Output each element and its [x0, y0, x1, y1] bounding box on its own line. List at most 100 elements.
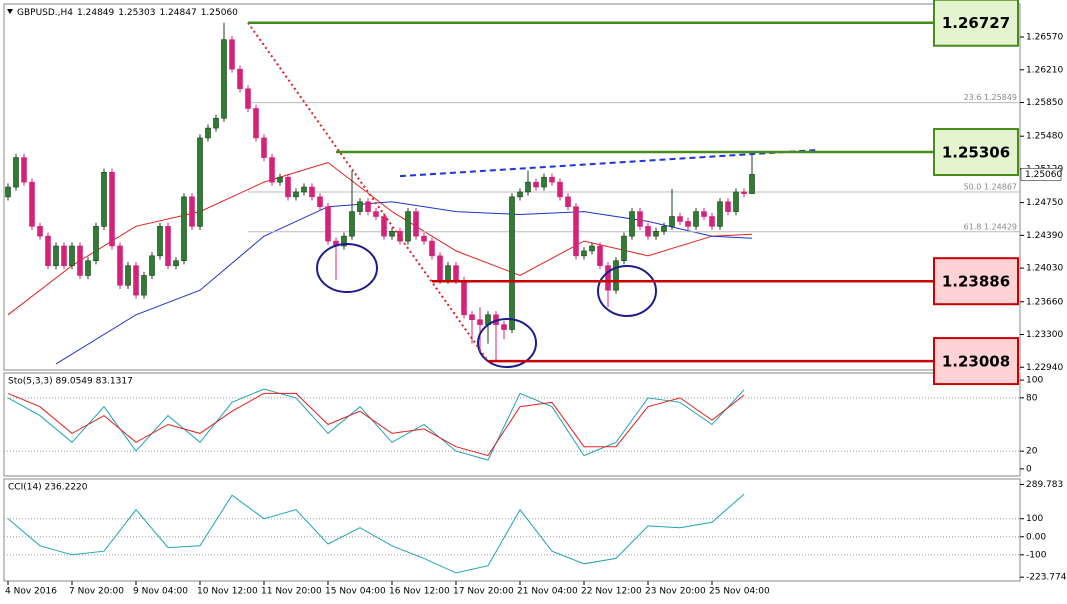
candle-body	[21, 157, 27, 183]
y-tick-label: 1.24030	[1026, 264, 1063, 274]
candle-body	[525, 181, 531, 193]
candle-body	[45, 235, 51, 266]
circle	[597, 265, 657, 317]
circle	[477, 318, 537, 368]
candle-body	[293, 191, 299, 198]
symbol: GBPUSD.,H4	[17, 8, 73, 18]
x-tick-label: 9 Nov 04:00	[133, 587, 188, 597]
candle-body	[221, 39, 227, 119]
trendline	[247, 22, 489, 362]
cci-panel	[3, 478, 1021, 582]
candle-body	[477, 319, 483, 325]
candle-body	[309, 186, 315, 198]
candle-body	[421, 235, 427, 242]
stoch-title: Sto(5,3,3) 89.0549 83.1317	[8, 377, 133, 387]
candle-body	[629, 211, 635, 237]
candle-body	[181, 196, 187, 262]
candle-body	[533, 181, 539, 188]
candle-body	[693, 211, 699, 227]
level-label: 1.23886	[942, 273, 1010, 291]
x-tick-label: 16 Nov 12:00	[389, 587, 450, 597]
candle-body	[653, 230, 659, 237]
candle-body	[557, 181, 563, 198]
candle-body	[429, 240, 435, 257]
level-box-bg	[933, 337, 1019, 386]
candle-body	[677, 216, 683, 222]
y-tick-label: 1.26210	[1026, 65, 1063, 75]
cci-title: CCI(14) 236.2220	[8, 483, 88, 493]
candle-body	[541, 176, 547, 188]
candle-body	[565, 196, 571, 207]
candle-body	[109, 172, 115, 247]
y-tick-label: 289.783	[1026, 480, 1063, 490]
x-tick-label: 17 Nov 20:00	[453, 587, 514, 597]
candle-body	[621, 235, 627, 262]
candle-body	[373, 211, 379, 217]
low: 1.24847	[159, 8, 196, 18]
fib-label: 23.6 1.25849	[964, 93, 1017, 102]
candle-body	[213, 117, 219, 129]
candle-body	[237, 68, 243, 90]
candle-body	[413, 211, 419, 237]
candle-body	[245, 88, 251, 109]
candle-body	[581, 250, 587, 257]
candle-body	[229, 39, 235, 70]
y-tick-label: 20	[1026, 447, 1038, 457]
y-tick-label: 1.24390	[1026, 231, 1063, 241]
candle-body	[349, 211, 355, 237]
x-tick-label: 21 Nov 04:00	[517, 587, 578, 597]
candle-body	[125, 265, 131, 286]
candle-body	[29, 181, 35, 227]
x-tick-label: 10 Nov 12:00	[197, 587, 258, 597]
circle	[316, 243, 378, 293]
y-tick-label: 1.25850	[1026, 98, 1063, 108]
candle-body	[101, 172, 107, 227]
y-tick-label: 1.25480	[1026, 132, 1063, 142]
candle-body	[285, 176, 291, 198]
candle-body	[725, 201, 731, 212]
candle-body	[597, 245, 603, 266]
stoch-panel	[3, 372, 1021, 477]
candle-body	[133, 265, 139, 296]
level-box-bg	[933, 128, 1019, 177]
fib-label: 50.0 1.24867	[964, 182, 1017, 191]
level-box: 1.26727	[933, 0, 1019, 47]
x-tick-label: 7 Nov 20:00	[69, 587, 124, 597]
candle-body	[405, 211, 411, 242]
plot-area: 23.6 1.25849 50.0 1.24867 61.8 1.24429	[4, 22, 1020, 574]
candle-body	[741, 191, 747, 194]
line	[7, 388, 745, 461]
line	[7, 493, 745, 574]
y-tick-label: 0.00	[1026, 532, 1046, 542]
candle-body	[189, 196, 195, 227]
level-label: 1.26727	[942, 14, 1010, 32]
candle-body	[381, 216, 387, 237]
y-tick-label: 0	[1026, 464, 1032, 474]
y-tick-label: 1.24750	[1026, 198, 1063, 208]
y-tick-label: 100	[1026, 514, 1043, 524]
x-tick-label: 15 Nov 04:00	[325, 587, 386, 597]
candle-body	[717, 201, 723, 227]
candle-body	[77, 245, 83, 276]
candle-body	[149, 255, 155, 276]
candle-body	[397, 230, 403, 242]
candle-body	[141, 275, 147, 296]
level-box-bg	[933, 0, 1019, 47]
candle-body	[669, 216, 675, 227]
candle-body	[445, 265, 451, 281]
candle-body	[365, 201, 371, 212]
y-tick-label: 100	[1026, 376, 1043, 386]
candle-body	[277, 176, 283, 183]
main-panel	[3, 3, 1021, 371]
candle-body	[5, 186, 11, 198]
candle-body	[701, 211, 707, 217]
y-tick-label: -100	[1026, 550, 1047, 560]
candle-body	[53, 245, 59, 266]
current-price-label: 1.25060	[1025, 170, 1062, 180]
candle-body	[685, 221, 691, 227]
candle-body	[645, 226, 651, 237]
candle-body	[733, 191, 739, 212]
candle-body	[261, 137, 267, 158]
